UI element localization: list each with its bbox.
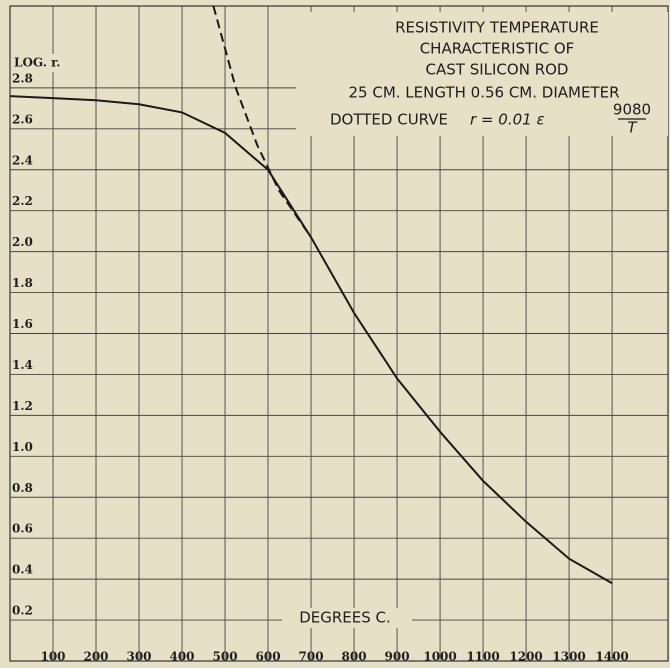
y-tick-label: 2.0 [12,235,33,249]
x-tick-label: 1100 [466,650,499,664]
y-tick-label: 0.8 [12,481,33,495]
x-tick-label: 1200 [509,650,542,664]
x-axis-label: DEGREES C. [299,609,391,627]
y-tick-label: 0.4 [12,563,33,577]
ylabel-box [12,54,60,72]
y-tick-label: 2.6 [12,112,33,126]
title-line: CAST SILICON ROD [426,61,569,79]
y-axis-label: LOG. r. [14,56,60,70]
title-line: CHARACTERISTIC OF [420,40,575,58]
curves [9,5,613,585]
y-tick-label: 1.6 [12,317,33,331]
x-tick-label: 400 [169,650,194,664]
dotted-curve [212,5,312,238]
x-tick-label: 600 [256,650,281,664]
formula: r = 0.01 ε [470,111,545,129]
title-box [296,12,668,136]
x-tick-label: 500 [213,650,238,664]
title-line: RESISTIVITY TEMPERATURE [395,19,599,37]
x-tick-label: 800 [342,650,367,664]
y-tick-label: 0.2 [12,604,33,618]
y-tick-label: 1.2 [12,399,33,413]
formula-denominator: T [627,119,638,137]
x-tick-label: 100 [40,650,65,664]
y-tick-label: 0.6 [12,522,33,536]
x-tick-label: 1300 [552,650,585,664]
x-tick-label: 1000 [423,650,456,664]
formula-numerator: 9080 [613,101,651,119]
x-tick-label: 700 [299,650,324,664]
x-tick-label: 1400 [595,650,628,664]
x-tick-label: 300 [126,650,151,664]
y-tick-label: 1.4 [12,358,33,372]
y-tick-label: 2.4 [12,153,33,167]
y-tick-label: 1.0 [12,440,33,454]
xlabel-box [282,608,412,628]
x-tick-label: 900 [385,650,410,664]
y-tick-label: 2.8 [12,71,33,85]
y-tick-label: 1.8 [12,276,33,290]
annotation: DOTTED CURVE [330,111,448,129]
x-tick-label: 200 [83,650,108,664]
y-tick-label: 2.2 [12,194,33,208]
title-line: 25 CM. LENGTH 0.56 CM. DIAMETER [349,84,620,102]
